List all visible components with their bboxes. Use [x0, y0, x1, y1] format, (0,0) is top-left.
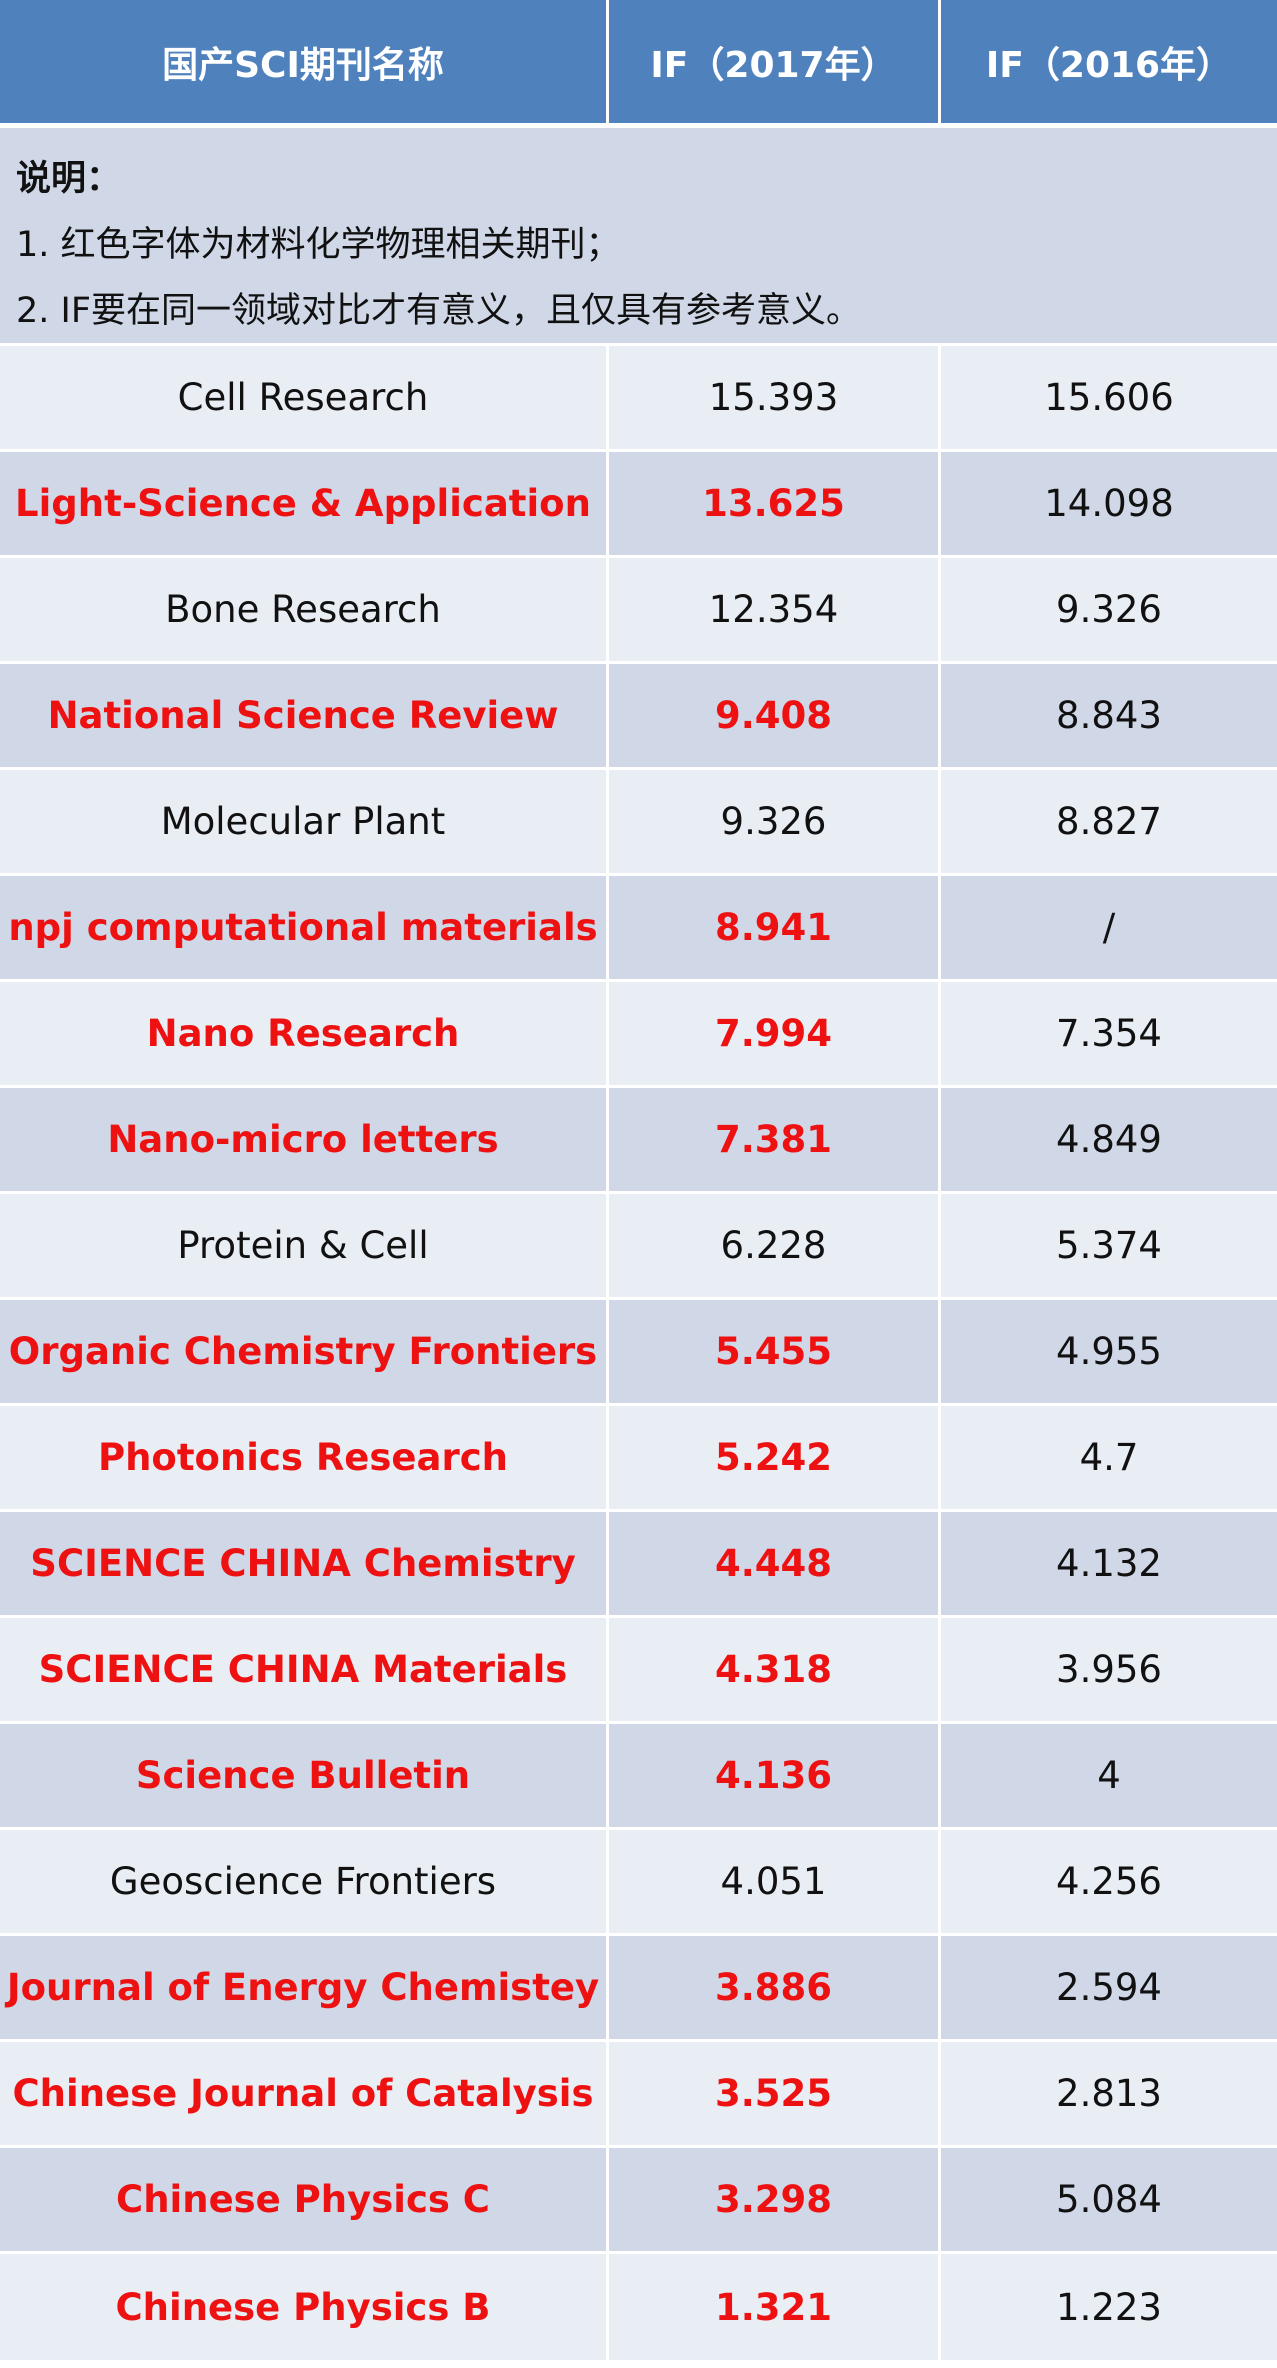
- table-row: Journal of Energy Chemistey 3.886 2.594: [0, 1936, 1277, 2042]
- if-2017-cell: 3.525: [609, 2042, 941, 2145]
- table-row: Nano Research 7.994 7.354: [0, 982, 1277, 1088]
- table-body: Cell Research 15.393 15.606 Light-Science &…: [0, 346, 1277, 2360]
- if-2017-cell: 3.298: [609, 2148, 941, 2251]
- table-row: SCIENCE CHINA Materials 4.318 3.956: [0, 1618, 1277, 1724]
- journal-name-cell: National Science Review: [0, 664, 609, 767]
- journal-name-cell: Protein & Cell: [0, 1194, 609, 1297]
- if-2016-cell: 3.956: [1056, 1648, 1162, 1691]
- table-row: SCIENCE CHINA Chemistry 4.448 4.132: [0, 1512, 1277, 1618]
- journal-name-cell: Nano Research: [0, 982, 609, 1085]
- journal-name-cell: Chinese Physics B: [0, 2254, 609, 2360]
- table-row: Chinese Physics C 3.298 5.084: [0, 2148, 1277, 2254]
- header-journal-name: 国产SCI期刊名称: [0, 0, 609, 123]
- if-2017-cell: 9.326: [609, 770, 941, 873]
- journal-name-cell: Cell Research: [0, 346, 609, 449]
- journal-name-cell: Chinese Physics C: [0, 2148, 609, 2251]
- if-2016-cell: 4.955: [1056, 1330, 1162, 1373]
- table-row: npj computational materials 8.941 /: [0, 876, 1277, 982]
- if-2017-cell: 13.625: [609, 452, 941, 555]
- if-2016-cell: 4.132: [1056, 1542, 1162, 1585]
- table-row: Photonics Research 5.242 4.7: [0, 1406, 1277, 1512]
- if-2017-cell: 4.136: [609, 1724, 941, 1827]
- if-2017-cell: 1.321: [609, 2254, 941, 2360]
- table-row: Science Bulletin 4.136 4: [0, 1724, 1277, 1830]
- if-2016-cell: 2.594: [1056, 1966, 1162, 2009]
- note-line-2: 2. IF要在同一领域对比才有意义，且仅具有参考意义。: [16, 291, 861, 331]
- if-2017-cell: 15.393: [609, 346, 941, 449]
- journal-name-cell: Nano-micro letters: [0, 1088, 609, 1191]
- if-2017-cell: 3.886: [609, 1936, 941, 2039]
- if-2016-cell: 7.354: [1056, 1012, 1162, 1055]
- if-2016-cell: 9.326: [1056, 588, 1162, 631]
- if-2017-cell: 6.228: [609, 1194, 941, 1297]
- if-2016-cell: 4.7: [1079, 1436, 1139, 1479]
- if-2017-cell: 8.941: [609, 876, 941, 979]
- journal-name-cell: Chinese Journal of Catalysis: [0, 2042, 609, 2145]
- header-if-2016: IF（2016年）: [985, 44, 1233, 86]
- note-block: 说明： 1. 红色字体为材料化学物理相关期刊； 2. IF要在同一领域对比才有意…: [0, 128, 1277, 346]
- journal-name-cell: Bone Research: [0, 558, 609, 661]
- table-row: Light-Science & Application 13.625 14.098: [0, 452, 1277, 558]
- table-row: Bone Research 12.354 9.326: [0, 558, 1277, 664]
- journal-name-cell: SCIENCE CHINA Materials: [0, 1618, 609, 1721]
- journal-name-cell: Science Bulletin: [0, 1724, 609, 1827]
- table-row: Organic Chemistry Frontiers 5.455 4.955: [0, 1300, 1277, 1406]
- if-2017-cell: 7.994: [609, 982, 941, 1085]
- table-row: Protein & Cell 6.228 5.374: [0, 1194, 1277, 1300]
- if-2016-cell: 4.849: [1056, 1118, 1162, 1161]
- if-2016-cell: /: [1102, 906, 1116, 949]
- if-2017-cell: 9.408: [609, 664, 941, 767]
- table-row: Chinese Physics B 1.321 1.223: [0, 2254, 1277, 2360]
- table-header: 国产SCI期刊名称 IF（2017年） IF（2016年）: [0, 0, 1277, 128]
- if-2017-cell: 12.354: [609, 558, 941, 661]
- journal-name-cell: Journal of Energy Chemistey: [0, 1936, 609, 2039]
- table-row: Nano-micro letters 7.381 4.849: [0, 1088, 1277, 1194]
- journal-name-cell: Photonics Research: [0, 1406, 609, 1509]
- if-2017-cell: 7.381: [609, 1088, 941, 1191]
- journal-name-cell: Organic Chemistry Frontiers: [0, 1300, 609, 1403]
- if-2017-cell: 4.051: [609, 1830, 941, 1933]
- if-2017-cell: 5.455: [609, 1300, 941, 1403]
- if-2016-cell: 4.256: [1056, 1860, 1162, 1903]
- if-2017-cell: 5.242: [609, 1406, 941, 1509]
- note-title: 说明：: [16, 159, 122, 199]
- if-2017-cell: 4.318: [609, 1618, 941, 1721]
- if-2017-cell: 4.448: [609, 1512, 941, 1615]
- journal-name-cell: Light-Science & Application: [0, 452, 609, 555]
- note-line-1: 1. 红色字体为材料化学物理相关期刊；: [16, 225, 621, 265]
- if-2016-cell: 8.827: [1056, 800, 1162, 843]
- table-row: Molecular Plant 9.326 8.827: [0, 770, 1277, 876]
- if-2016-cell: 1.223: [1056, 2285, 1162, 2329]
- if-2016-cell: 5.084: [1056, 2178, 1162, 2221]
- if-2016-cell: 14.098: [1044, 482, 1174, 525]
- table-row: Geoscience Frontiers 4.051 4.256: [0, 1830, 1277, 1936]
- journal-name-cell: Geoscience Frontiers: [0, 1830, 609, 1933]
- if-2016-cell: 5.374: [1056, 1224, 1162, 1267]
- table-row: Cell Research 15.393 15.606: [0, 346, 1277, 452]
- if-2016-cell: 8.843: [1056, 694, 1162, 737]
- if-2016-cell: 2.813: [1056, 2072, 1162, 2115]
- if-2016-cell: 4: [1097, 1754, 1121, 1797]
- if-2016-cell: 15.606: [1044, 376, 1174, 419]
- table-row: Chinese Journal of Catalysis 3.525 2.813: [0, 2042, 1277, 2148]
- table-row: National Science Review 9.408 8.843: [0, 664, 1277, 770]
- journal-name-cell: SCIENCE CHINA Chemistry: [0, 1512, 609, 1615]
- journal-name-cell: Molecular Plant: [0, 770, 609, 873]
- journal-name-cell: npj computational materials: [0, 876, 609, 979]
- header-if-2017: IF（2017年）: [609, 0, 941, 123]
